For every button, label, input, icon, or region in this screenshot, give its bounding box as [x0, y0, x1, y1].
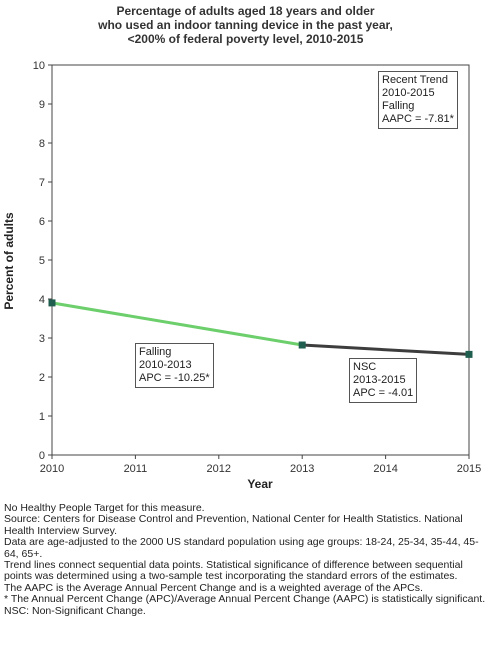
footnote: The AAPC is the Average Annual Percent C… [4, 581, 423, 594]
y-tick-label: 9 [39, 99, 45, 111]
x-axis-title: Year [247, 477, 273, 491]
y-tick-label: 0 [39, 450, 45, 462]
x-tick-label: 2010 [40, 463, 64, 475]
trend-segment [51, 301, 303, 347]
y-tick-label: 3 [39, 333, 45, 345]
y-tick-label: 1 [39, 411, 45, 423]
y-tick-label: 10 [33, 60, 45, 72]
y-tick-label: 6 [39, 216, 45, 228]
footnote: Data are age-adjusted to the 2000 US sta… [4, 536, 479, 560]
segment-1-line-1: Falling [139, 346, 172, 358]
x-tick-label: 2015 [457, 463, 481, 475]
recent-trend-line-3: Falling [382, 100, 415, 112]
x-tick-label: 2014 [373, 463, 397, 475]
segment-2-line-2: 2013-2015 [353, 374, 406, 386]
recent-trend-line-1: Recent Trend [382, 74, 449, 86]
segment-2-line-1: NSC [353, 361, 377, 373]
segment-1-line-3: APC = -10.25* [139, 372, 210, 384]
line-chart: 0 1 2 3 4 5 6 7 8 9 10 2010 2011 2012 2013 2014 2015 Ye… [2, 60, 481, 491]
chart-title-line-3: <200% of federal poverty level, 2010-201… [127, 32, 364, 46]
recent-trend-annotation: Recent Trend 2010-2015 Falling AAPC = -7… [378, 71, 458, 129]
footnote: NSC: Non-Significant Change. [4, 604, 146, 617]
data-point-marker [465, 350, 473, 358]
trend-segment [302, 343, 470, 356]
segment-2-annotation: NSC 2013-2015 APC = -4.01 [349, 358, 418, 403]
chart-title-line-1: Percentage of adults aged 18 years and o… [116, 4, 375, 18]
segment-1-annotation: Falling 2010-2013 APC = -10.25* [135, 343, 214, 388]
x-tick-label: 2012 [207, 463, 231, 475]
recent-trend-line-4: AAPC = -7.81* [382, 113, 454, 125]
y-tick-label: 2 [39, 372, 45, 384]
y-tick-label: 4 [39, 294, 45, 306]
footnote: No Healthy People Target for this measur… [4, 502, 205, 514]
x-tick-label: 2013 [290, 463, 314, 475]
y-tick-label: 5 [39, 255, 45, 267]
footnote: Trend lines connect sequential data poin… [4, 559, 463, 583]
y-axis-title: Percent of adults [2, 212, 16, 310]
y-tick-label: 8 [39, 138, 45, 150]
data-point-marker [48, 299, 56, 307]
x-tick-label: 2011 [124, 463, 148, 475]
recent-trend-line-2: 2010-2015 [382, 87, 435, 99]
footnote: Source: Centers for Disease Control and … [4, 513, 463, 537]
segment-1-line-2: 2010-2013 [139, 359, 192, 371]
y-tick-label: 7 [39, 177, 45, 189]
footnotes: No Healthy People Target for this measur… [4, 502, 488, 617]
chart-title-line-2: who used an indoor tanning device in the… [98, 18, 393, 32]
data-point-marker [298, 341, 306, 349]
chart-title: Percentage of adults aged 18 years and o… [0, 4, 491, 46]
footnote: * The Annual Percent Change (APC)/Averag… [4, 593, 486, 606]
segment-2-line-3: APC = -4.01 [353, 387, 414, 399]
